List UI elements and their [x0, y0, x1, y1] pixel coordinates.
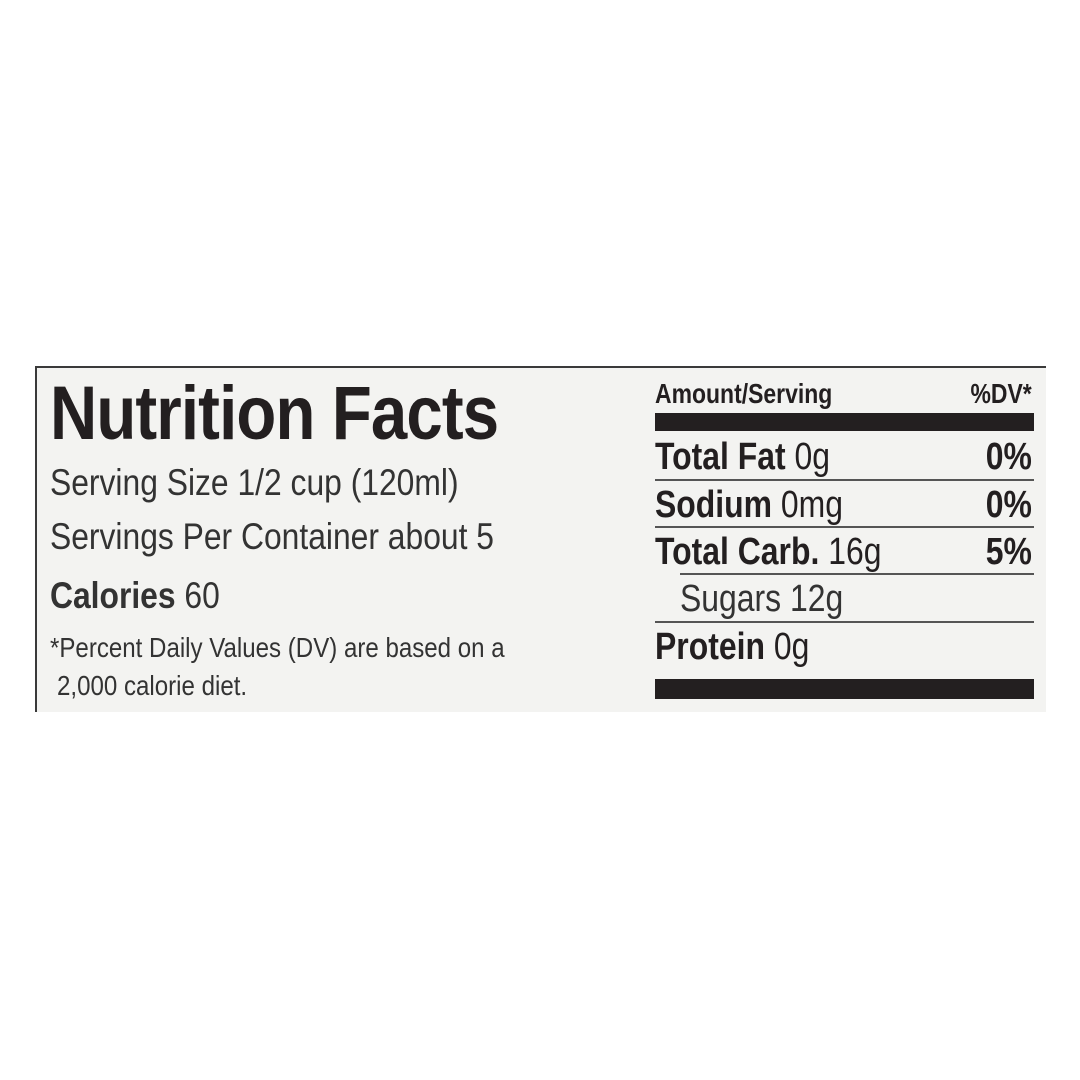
row-amount: 0mg	[780, 484, 844, 526]
row-total-carb-dv: 5%	[985, 531, 1032, 573]
row-total-fat: Total Fat 0g	[655, 438, 830, 476]
divider	[655, 526, 1034, 528]
footnote-line-1: *Percent Daily Values (DV) are based on …	[50, 632, 505, 663]
footnote-line-2: 2,000 calorie diet.	[57, 670, 248, 701]
serving-size: Serving Size 1/2 cup (120ml)	[50, 462, 459, 503]
row-amount: 16g	[828, 531, 882, 573]
thick-divider	[655, 413, 1034, 431]
header-amount-per-serving: Amount/Serving	[655, 378, 833, 409]
row-amount: 12g	[790, 578, 844, 620]
row-label: Sodium	[655, 484, 773, 526]
divider	[655, 479, 1034, 481]
row-amount: 0g	[794, 436, 831, 478]
calories-label: Calories	[50, 575, 176, 616]
row-sugars: Sugars 12g	[680, 580, 843, 618]
row-total-carb: Total Carb. 16g	[655, 533, 881, 571]
header-daily-value: %DV*	[970, 378, 1032, 409]
row-label: Total Fat	[655, 436, 786, 478]
row-label: Protein	[655, 626, 765, 668]
row-label: Sugars	[680, 578, 782, 620]
row-sodium-dv: 0%	[985, 484, 1032, 526]
row-label: Total Carb.	[655, 531, 820, 573]
row-sodium: Sodium 0mg	[655, 486, 843, 524]
nutrition-facts-label: Nutrition Facts Serving Size 1/2 cup (12…	[35, 366, 1046, 712]
divider	[655, 621, 1034, 623]
bottom-thick-divider	[655, 679, 1034, 699]
divider	[680, 573, 1034, 575]
row-amount: 0g	[773, 626, 810, 668]
servings-per-container: Servings Per Container about 5	[50, 516, 494, 557]
calories-value: 60	[184, 575, 220, 616]
calories: Calories 60	[50, 577, 220, 614]
row-protein: Protein 0g	[655, 628, 809, 666]
row-total-fat-dv: 0%	[985, 436, 1032, 478]
label-title: Nutrition Facts	[50, 371, 499, 456]
